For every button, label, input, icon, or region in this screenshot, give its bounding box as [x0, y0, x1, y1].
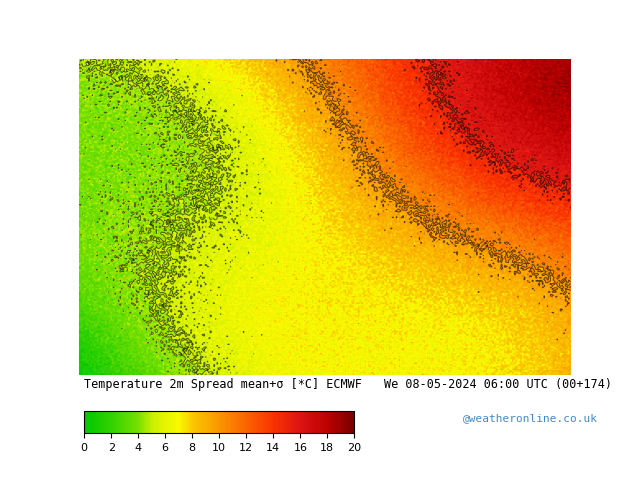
Text: 5: 5 — [174, 242, 186, 253]
Text: 5: 5 — [164, 212, 172, 223]
Text: 5: 5 — [178, 206, 188, 213]
Text: 5: 5 — [150, 210, 161, 221]
Text: 5: 5 — [213, 128, 222, 139]
Text: 5: 5 — [209, 145, 219, 151]
Text: 5: 5 — [141, 248, 152, 260]
Text: 5: 5 — [166, 197, 178, 209]
Text: 5: 5 — [209, 212, 219, 223]
Text: 5: 5 — [117, 64, 128, 73]
Text: 5: 5 — [190, 119, 202, 129]
Text: 5: 5 — [176, 346, 187, 358]
Text: 5: 5 — [141, 76, 152, 88]
Text: 5: 5 — [201, 146, 213, 156]
Text: 5: 5 — [187, 187, 198, 195]
Text: Temperature 2m Spread mean+σ [*C] ECMWF: Temperature 2m Spread mean+σ [*C] ECMWF — [84, 378, 362, 391]
Text: 5: 5 — [142, 233, 153, 243]
Text: 5: 5 — [161, 301, 173, 312]
Text: 5: 5 — [205, 367, 216, 378]
Text: 5: 5 — [194, 368, 205, 380]
Text: 5: 5 — [143, 287, 150, 297]
Text: 5: 5 — [110, 74, 122, 85]
Text: 5: 5 — [209, 171, 220, 178]
Text: 5: 5 — [146, 91, 154, 101]
Text: 5: 5 — [150, 83, 162, 95]
Text: 5: 5 — [191, 168, 203, 179]
Text: 5: 5 — [164, 108, 176, 118]
Text: 5: 5 — [145, 220, 155, 232]
Text: 5: 5 — [119, 264, 131, 273]
Text: 5: 5 — [77, 59, 89, 68]
Text: 5: 5 — [195, 202, 207, 211]
Text: We 08-05-2024 06:00 UTC (00+174): We 08-05-2024 06:00 UTC (00+174) — [384, 378, 612, 391]
Text: 5: 5 — [172, 254, 184, 265]
Text: 10: 10 — [474, 238, 489, 254]
Text: 5: 5 — [145, 293, 157, 304]
Text: 5: 5 — [130, 258, 140, 270]
Text: 5: 5 — [171, 269, 183, 280]
Text: 5: 5 — [184, 194, 195, 202]
Text: 5: 5 — [169, 219, 180, 228]
Text: @weatheronline.co.uk: @weatheronline.co.uk — [463, 413, 597, 422]
Text: 15: 15 — [453, 122, 469, 138]
Text: 5: 5 — [185, 176, 193, 187]
Text: 5: 5 — [103, 67, 115, 79]
Text: 5: 5 — [189, 350, 200, 358]
Text: 5: 5 — [152, 260, 164, 270]
Text: 5: 5 — [181, 340, 191, 349]
Text: 5: 5 — [192, 106, 204, 117]
Text: 5: 5 — [172, 339, 179, 350]
